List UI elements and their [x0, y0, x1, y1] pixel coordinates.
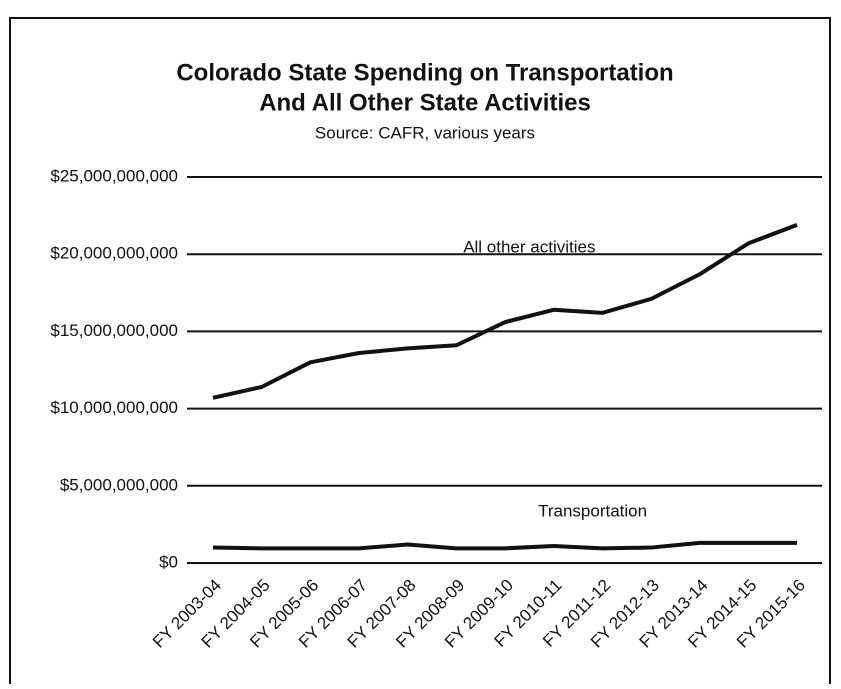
- line-series: [212, 540, 797, 551]
- y-tick-label: $20,000,000,000: [50, 244, 178, 263]
- y-tick-label: $25,000,000,000: [50, 166, 178, 185]
- y-tick-label: $0: [159, 552, 178, 571]
- chart-title-line2: And All Other State Activities: [259, 89, 591, 116]
- chart-subtitle: Source: CAFR, various years: [315, 123, 535, 142]
- series-annotation: Transportation: [538, 502, 647, 521]
- series-annotation: All other activities: [463, 237, 595, 256]
- y-tick-label: $15,000,000,000: [50, 321, 178, 340]
- y-tick-label: $5,000,000,000: [60, 475, 178, 494]
- y-tick-label: $10,000,000,000: [50, 398, 178, 417]
- line-series: [212, 222, 798, 400]
- chart-title: Colorado State Spending on Transportatio…: [176, 59, 673, 86]
- frame: [9, 17, 831, 689]
